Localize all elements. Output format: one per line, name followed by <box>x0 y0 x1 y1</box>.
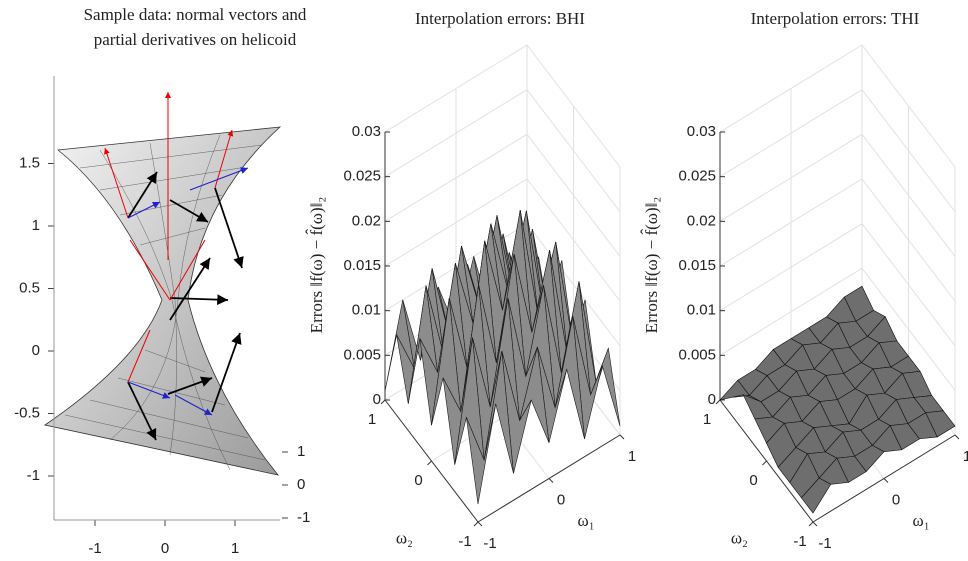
z-tick-label: -0.5 <box>14 404 40 421</box>
z-tick-label: 0.025 <box>343 168 381 185</box>
z-tick-label: 1.5 <box>19 154 40 171</box>
x-tick-label: 1 <box>963 448 968 465</box>
y-tick-label: -1 <box>793 533 806 550</box>
y-tick-label: 0 <box>414 472 422 489</box>
x-tick-label: 0 <box>557 491 565 508</box>
tick-mark <box>380 399 386 405</box>
x-tick-label: -1 <box>88 540 101 557</box>
chart-title: Interpolation errors: BHI <box>415 9 585 28</box>
z-tick-label: 0.025 <box>678 168 716 185</box>
y-tick-label: -1 <box>297 509 310 526</box>
x-tick-label: -1 <box>818 535 831 552</box>
surface-cell <box>466 403 497 505</box>
z-axis-label: Errors ‖f(ω) − f̂(ω)‖₂ <box>641 197 661 334</box>
chart-title: Sample data: normal vectors and <box>84 5 307 24</box>
x-tick-label: -1 <box>483 535 496 552</box>
y-axis-label: ω₂ <box>396 529 413 548</box>
tick-mark <box>808 521 814 527</box>
chart-title: Interpolation errors: THI <box>751 9 920 28</box>
y-tick-label: -1 <box>458 533 471 550</box>
x-tick-label: 0 <box>892 491 900 508</box>
chart-title: partial derivatives on helicoid <box>94 30 297 49</box>
grid-line <box>719 133 956 257</box>
y-tick-label: 1 <box>703 411 711 428</box>
x-axis-label: ω₁ <box>913 511 930 530</box>
tick-mark <box>954 434 960 440</box>
z-tick-label: 0.01 <box>687 302 716 319</box>
x-tick-label: 1 <box>628 448 636 465</box>
z-tick-label: 0.015 <box>678 257 716 274</box>
tick-mark <box>812 521 818 527</box>
x-tick-label: 1 <box>231 540 239 557</box>
grid-line <box>719 44 956 168</box>
grid-line <box>719 89 956 212</box>
z-tick-label: 0 <box>373 391 381 408</box>
tick-mark <box>715 399 721 405</box>
tick-mark <box>619 434 625 440</box>
tick-mark <box>473 521 479 527</box>
tick-mark <box>883 478 889 483</box>
z-tick-label: 0.02 <box>687 212 716 229</box>
z-tick-label: 0.015 <box>343 257 381 274</box>
surface-cell <box>800 477 832 514</box>
tick-mark <box>427 460 432 466</box>
z-tick-label: 0.02 <box>352 212 381 229</box>
z-tick-label: 0 <box>32 342 40 359</box>
z-tick-label: 0.005 <box>343 346 381 363</box>
z-tick-label: -1 <box>27 467 40 484</box>
y-tick-label: 1 <box>297 443 305 460</box>
y-tick-label: 0 <box>297 476 305 493</box>
grid-line <box>719 178 956 302</box>
grid-line <box>384 44 621 168</box>
z-tick-label: 0.03 <box>352 123 381 140</box>
helicoid-drawing <box>44 92 282 476</box>
grid-line <box>384 89 621 212</box>
tick-mark <box>477 521 483 527</box>
z-tick-label: 0.5 <box>19 279 40 296</box>
z-tick-label: 0.005 <box>678 346 716 363</box>
z-tick-label: 1 <box>32 217 40 234</box>
z-tick-label: 0.01 <box>352 302 381 319</box>
x-axis-label: ω₁ <box>578 511 595 530</box>
z-tick-label: 0 <box>708 391 716 408</box>
x-tick-label: 0 <box>161 540 169 557</box>
y-tick-label: 1 <box>368 411 376 428</box>
tick-mark <box>548 478 554 483</box>
tick-mark <box>762 460 767 466</box>
z-tick-label: 0.03 <box>687 123 716 140</box>
z-axis-label: Errors ‖f(ω) − f̂(ω)‖₂ <box>306 197 326 334</box>
y-axis-label: ω₂ <box>731 529 748 548</box>
y-tick-label: 0 <box>749 472 757 489</box>
